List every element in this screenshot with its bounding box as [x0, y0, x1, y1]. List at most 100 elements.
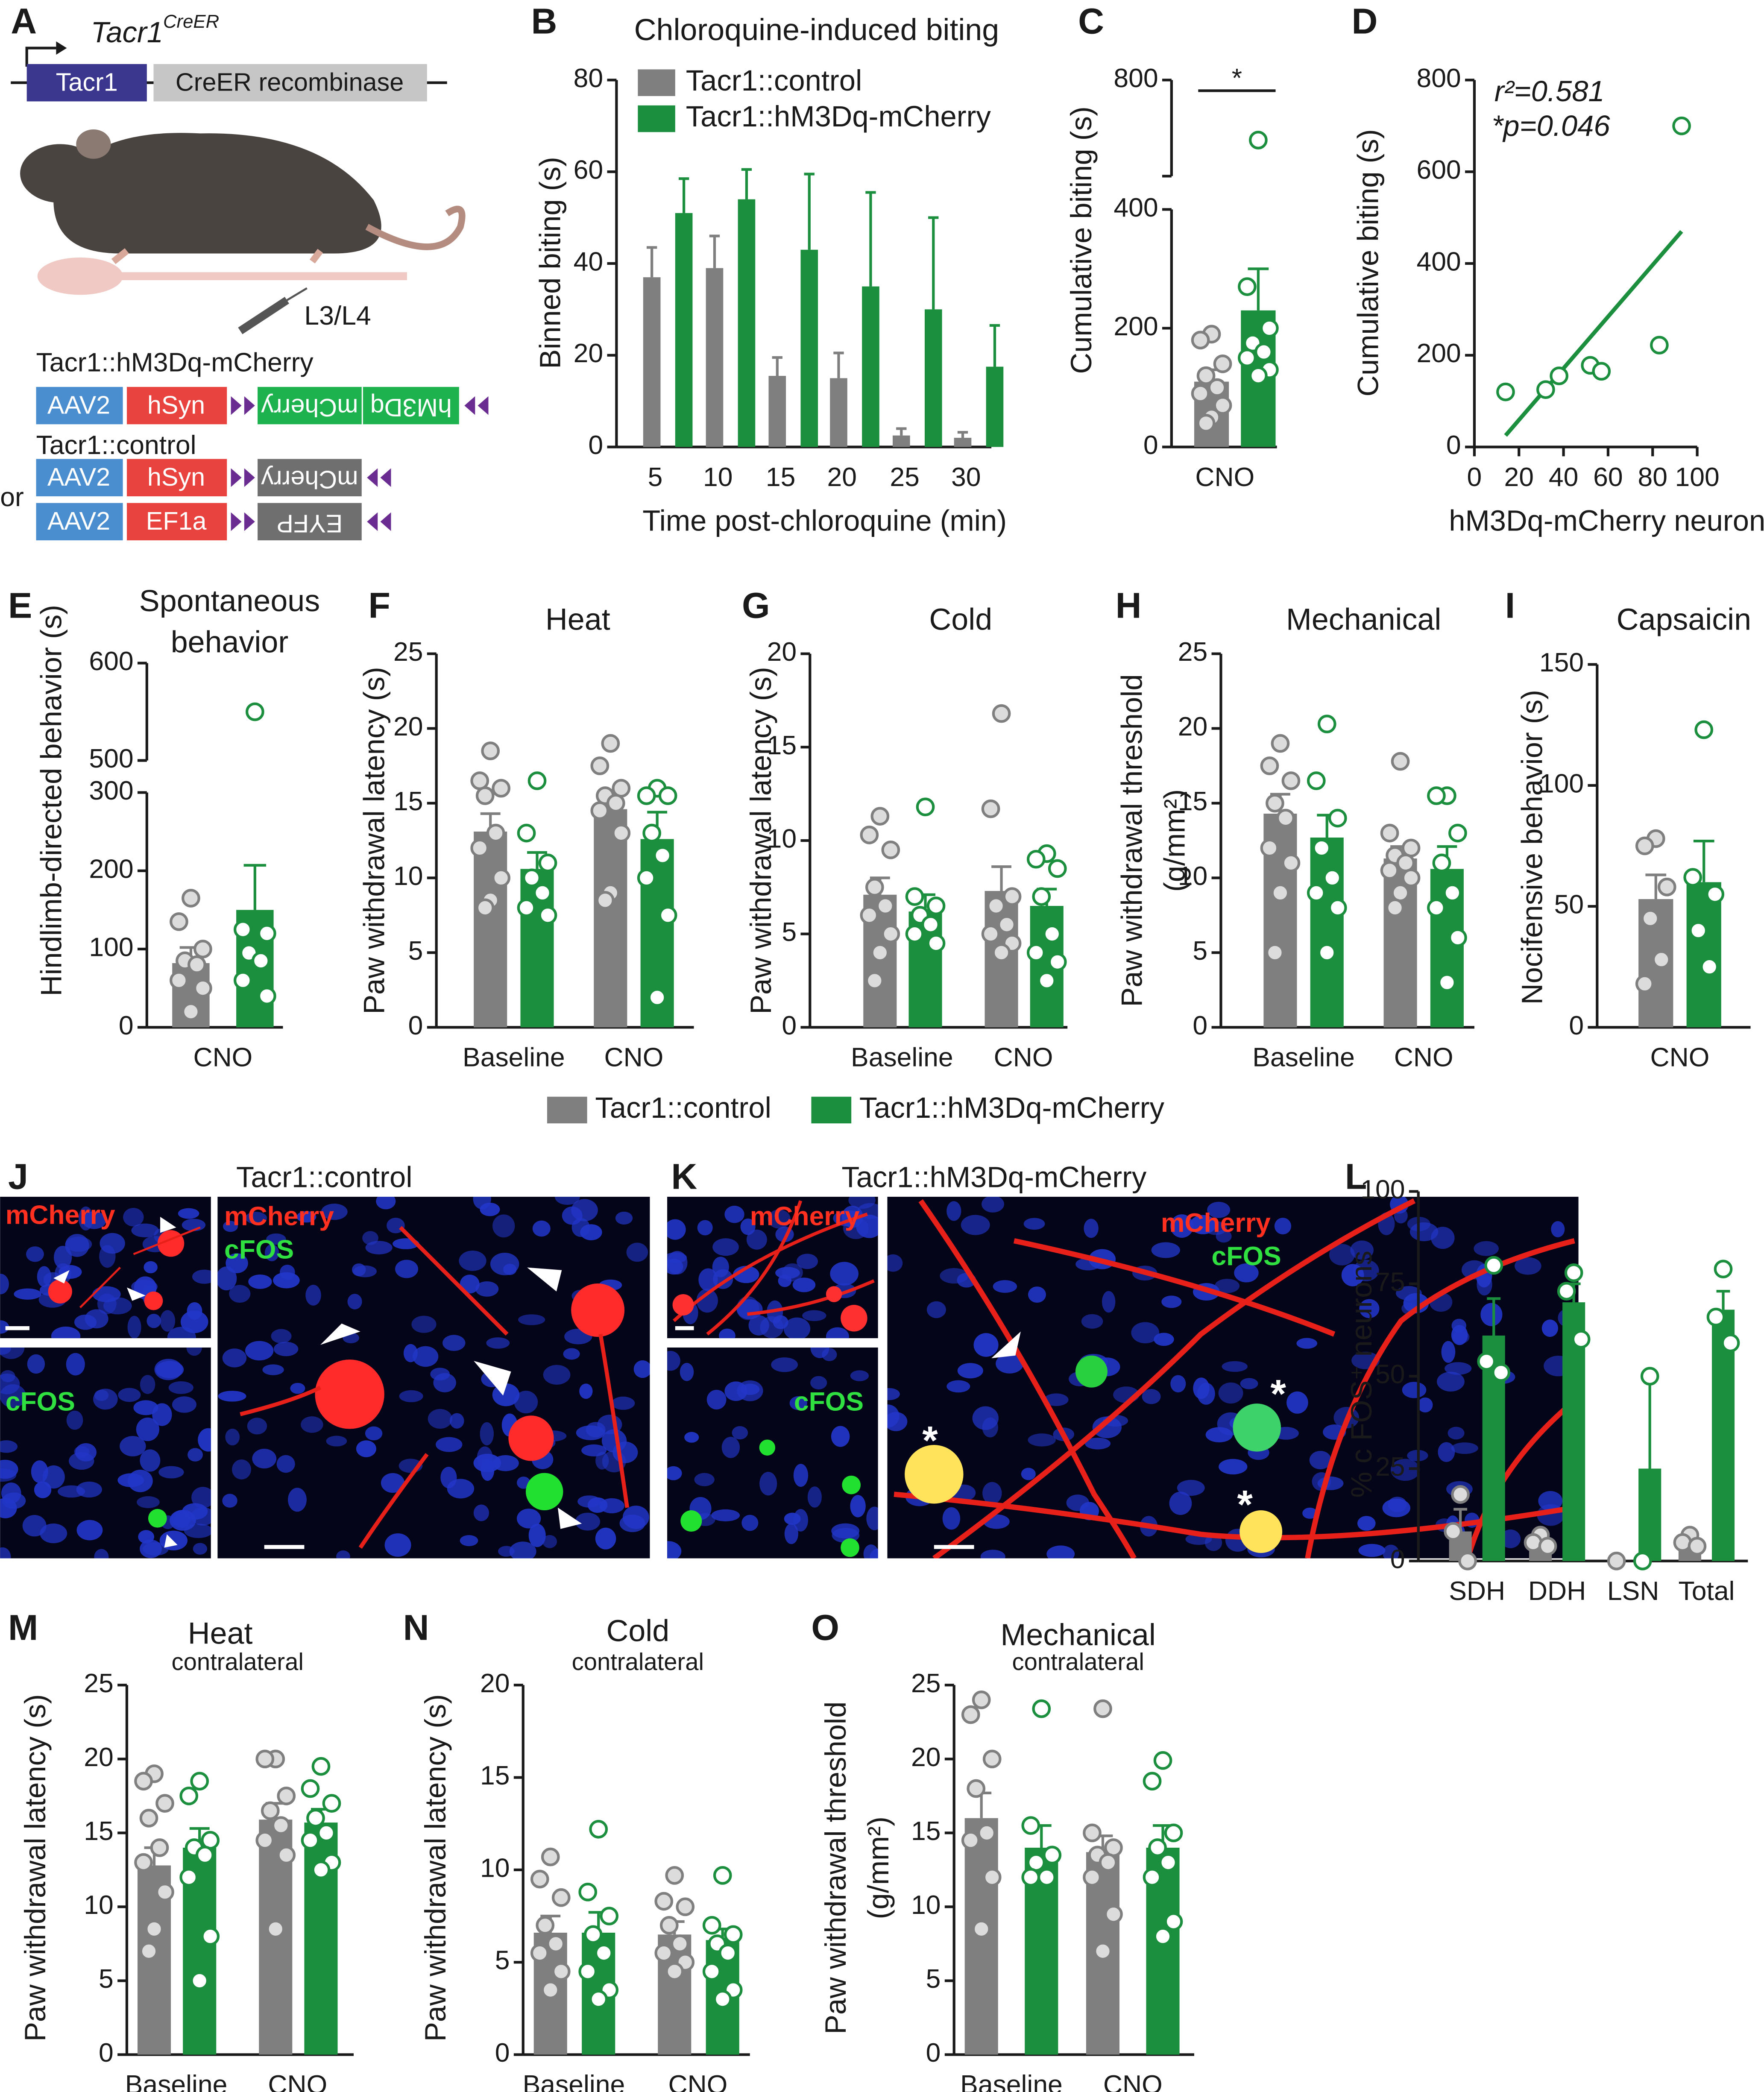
data-point [522, 868, 541, 888]
nucleus [477, 1446, 493, 1469]
data-point [1083, 1823, 1102, 1843]
data-point [967, 1779, 986, 1798]
nucleus [1240, 1378, 1258, 1389]
y-tick-label: 15 [911, 1816, 941, 1846]
nucleus [1409, 1222, 1439, 1241]
y-tick-label: 0 [99, 2038, 114, 2068]
data-point [1386, 898, 1404, 917]
data-point [492, 779, 511, 798]
y-tick-label: 0 [1390, 1544, 1405, 1574]
nucleus [180, 1310, 208, 1333]
data-point [637, 786, 656, 805]
panel-title: Tacr1::control [236, 1161, 412, 1194]
nucleus [848, 1196, 876, 1209]
nucleus [826, 1327, 849, 1339]
nucleus [144, 1261, 158, 1274]
data-point [612, 779, 631, 798]
nucleus [492, 1214, 515, 1238]
data-point [1281, 853, 1301, 873]
data-point [551, 1962, 571, 1981]
data-point [1635, 836, 1654, 856]
nucleus [447, 1479, 475, 1499]
nucleus [626, 1242, 648, 1262]
y-tick-label: 40 [574, 246, 603, 276]
nucleus [1477, 1273, 1492, 1296]
construct-element [258, 459, 362, 497]
panel-letter: M [8, 1607, 38, 1647]
cell [841, 1305, 867, 1332]
data-point [676, 1897, 695, 1916]
nucleus [1028, 1286, 1046, 1303]
data-point [589, 1989, 608, 2009]
data-point [322, 1794, 341, 1813]
data-point [475, 786, 495, 805]
cell [680, 1510, 702, 1532]
panel-letter: E [8, 586, 32, 626]
nucleus [1151, 1242, 1181, 1258]
data-point [1093, 1699, 1112, 1718]
data-point [1153, 1751, 1172, 1770]
nucleus [1302, 1507, 1318, 1519]
nucleus [290, 1383, 305, 1394]
or-label: or [0, 482, 24, 512]
data-point [306, 1808, 325, 1828]
cells [0, 1206, 211, 1339]
cell [672, 1294, 694, 1316]
nucleus [1359, 1299, 1380, 1318]
data-point [992, 943, 1011, 962]
cell [842, 1475, 861, 1494]
cell [1239, 1510, 1283, 1553]
y-axis-label: Paw withdrawal latency (s) [744, 667, 777, 1014]
data-point [1281, 771, 1301, 790]
cell [508, 1415, 554, 1461]
nucleus [946, 1380, 970, 1393]
marker: * [922, 1418, 938, 1463]
annotation: r²=0.581 [1494, 75, 1605, 108]
data-point [1396, 853, 1415, 873]
nucleus [480, 1422, 494, 1446]
nucleus [137, 1496, 160, 1509]
cells [667, 1347, 878, 1559]
cells [217, 1196, 650, 1559]
nucleus [411, 1316, 437, 1333]
data-point [865, 971, 884, 990]
y-tick-label: 25 [1375, 1452, 1405, 1482]
nucleus [384, 1533, 411, 1557]
nucleus [433, 1373, 456, 1392]
construct-element [126, 387, 227, 425]
data-point [1021, 1868, 1040, 1887]
nucleus [0, 1547, 11, 1559]
nucleus [147, 1313, 161, 1328]
data-point [536, 1916, 555, 1935]
nucleus [492, 1455, 519, 1471]
data-point [182, 889, 200, 908]
y-tick-label: 600 [89, 646, 133, 676]
nucleus [576, 1425, 605, 1440]
nucleus [822, 1348, 837, 1361]
data-point [702, 1916, 721, 1935]
panel-j: J Tacr1::control [0, 1157, 650, 1559]
nucleus [326, 1436, 347, 1447]
nucleus [633, 1360, 650, 1378]
chart-title: Spontaneous [139, 584, 320, 618]
data-point [261, 1801, 280, 1820]
nucleus [301, 1416, 323, 1433]
data-point [926, 934, 946, 953]
data-point [1238, 349, 1257, 367]
nucleus [719, 1328, 735, 1339]
data-point [190, 1971, 209, 1990]
data-point [1143, 1772, 1162, 1791]
data-point [517, 823, 536, 843]
data-point [642, 823, 662, 843]
nucleus [1131, 1322, 1160, 1344]
data-point [648, 988, 667, 1007]
x-tick-label: DDH [1528, 1576, 1586, 1606]
y-tick-label: 15 [480, 1761, 510, 1790]
nucleus [1081, 1314, 1103, 1329]
data-point [145, 1919, 164, 1939]
gene: Tacr1 [91, 16, 163, 49]
data-point [301, 1779, 320, 1798]
cells [667, 1196, 878, 1339]
data-point [982, 1868, 1002, 1887]
nucleus [123, 1207, 144, 1227]
